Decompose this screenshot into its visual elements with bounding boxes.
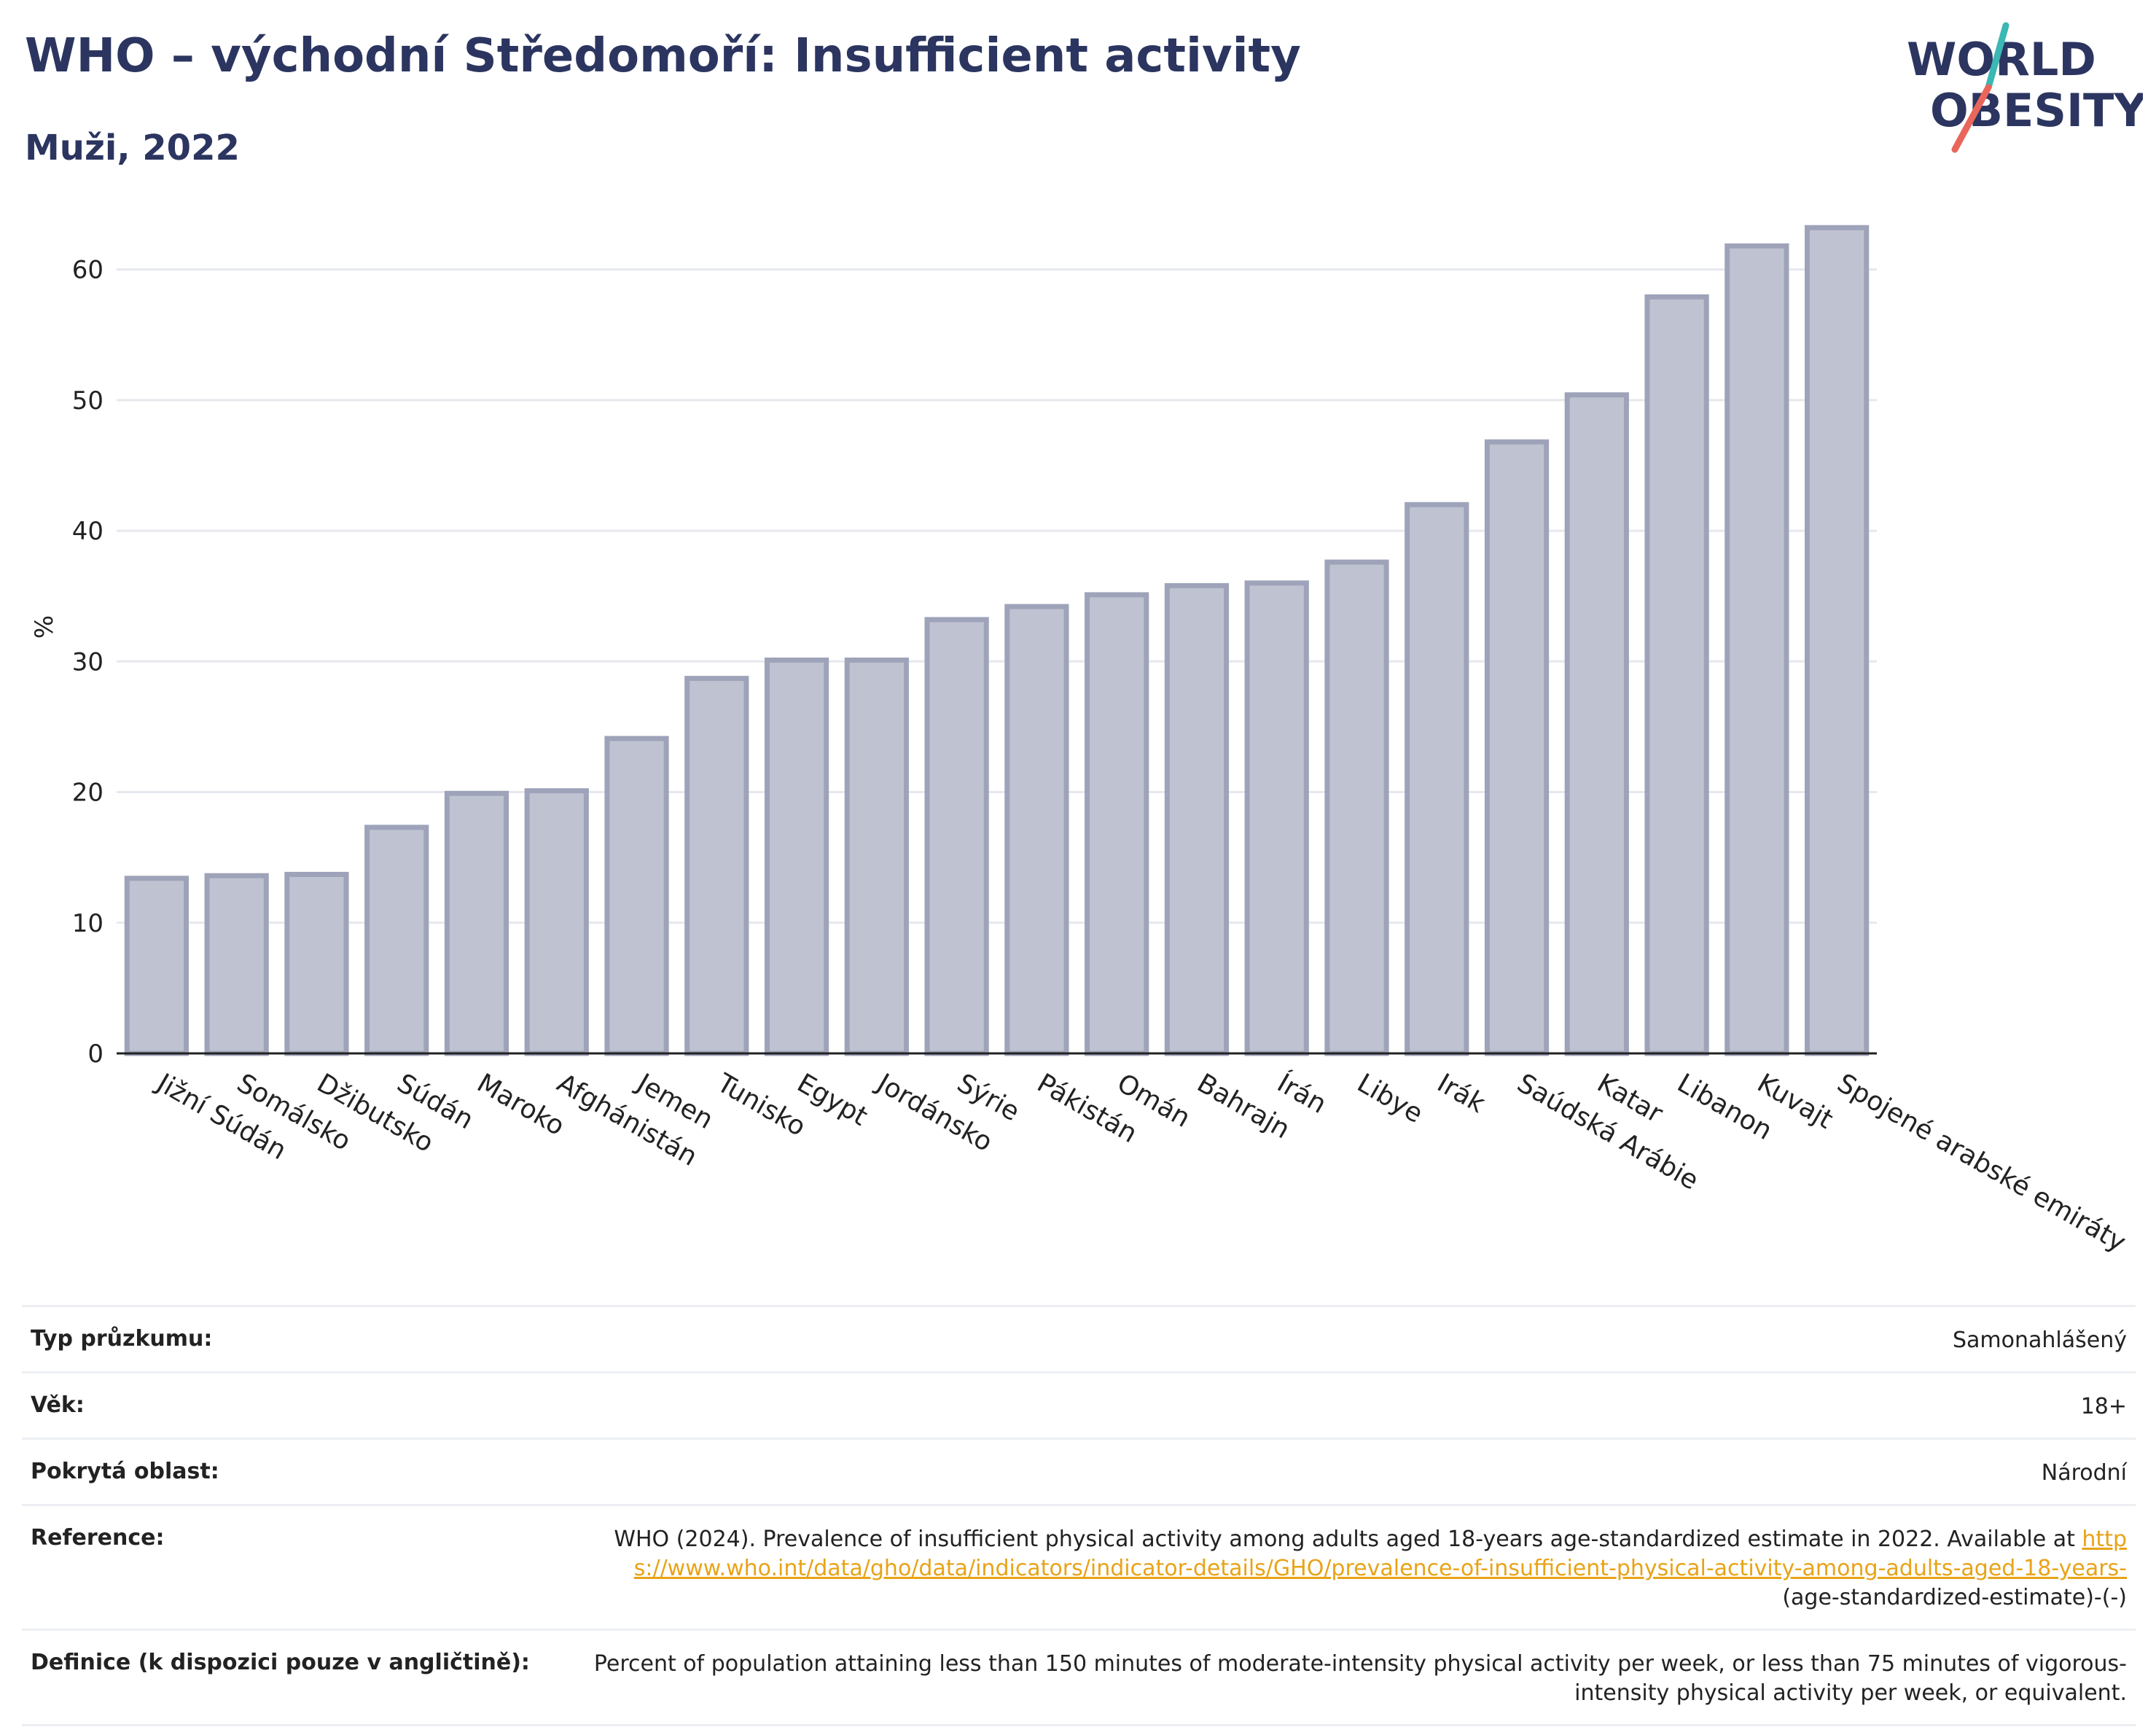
age-value: 18+	[2080, 1394, 2127, 1419]
reference-label: Reference:	[31, 1525, 165, 1551]
info-row-age: Věk: 18+	[22, 1371, 2136, 1438]
y-tick-label: 60	[72, 256, 103, 285]
info-row-survey-type: Typ průzkumu: Samonahlášený	[22, 1305, 2136, 1371]
bar	[284, 871, 349, 1056]
bar	[844, 658, 909, 1056]
info-table: Typ průzkumu: Samonahlášený Věk: 18+ Pok…	[22, 1305, 2136, 1726]
y-tick-label: 50	[72, 386, 103, 416]
reference-suffix: (age-standardized-estimate)-(-)	[1782, 1585, 2127, 1610]
bar	[1085, 592, 1149, 1056]
x-tick-label: Libye	[1352, 1068, 1428, 1129]
bar	[204, 873, 269, 1056]
reference-link[interactable]: https://www.who.int/data/gho/data/indica…	[633, 1527, 2127, 1581]
bar	[1804, 225, 1870, 1056]
bar	[364, 824, 429, 1056]
coverage-label: Pokrytá oblast:	[31, 1459, 219, 1484]
x-tick-label: Tunisko	[711, 1068, 811, 1142]
bar	[1244, 580, 1309, 1056]
y-tick-label: 10	[72, 909, 103, 938]
bar	[1484, 439, 1550, 1056]
bar	[1324, 559, 1389, 1056]
definition-value: Percent of population attaining less tha…	[593, 1651, 2127, 1706]
survey-type-label: Typ průzkumu:	[31, 1326, 213, 1352]
bar	[124, 876, 190, 1056]
bar	[1564, 392, 1629, 1056]
x-tick-label: Bahrajn	[1192, 1068, 1294, 1145]
bar	[764, 658, 829, 1056]
y-tick-label: 30	[72, 647, 103, 677]
x-tick-label: Spojené arabské emiráty	[1832, 1068, 2131, 1258]
y-axis-label: %	[30, 615, 59, 639]
info-row-coverage: Pokrytá oblast: Národní	[22, 1438, 2136, 1504]
bar	[924, 617, 989, 1056]
definition-label: Definice (k dispozici pouze v angličtině…	[31, 1650, 530, 1675]
age-label: Věk:	[31, 1392, 85, 1418]
bar	[444, 790, 509, 1056]
bars-layer	[124, 225, 1870, 1056]
bar	[684, 676, 749, 1056]
bar	[1644, 294, 1709, 1056]
info-row-definition: Definice (k dispozici pouze v angličtině…	[22, 1629, 2136, 1726]
bar	[524, 788, 589, 1056]
x-tick-label: Irák	[1432, 1068, 1491, 1119]
y-tick-label: 40	[72, 517, 103, 546]
survey-type-value: Samonahlášený	[1953, 1327, 2127, 1353]
bar	[604, 736, 669, 1056]
bar	[1725, 243, 1789, 1056]
bar	[1405, 502, 1469, 1056]
world-obesity-logo: WORLD OBESITY	[1907, 22, 2143, 153]
chart-subtitle: Muži, 2022	[25, 128, 240, 168]
logo-slash-red	[1951, 84, 1992, 153]
coverage-value: Národní	[2041, 1460, 2127, 1486]
info-row-reference: Reference: WHO (2024). Prevalence of ins…	[22, 1504, 2136, 1629]
y-tick-label: 20	[72, 779, 103, 808]
logo-slash-teal	[1985, 22, 2009, 91]
bar	[1164, 582, 1230, 1056]
bar	[1004, 604, 1069, 1056]
chart-title: WHO – východní Středomoří: Insufficient …	[25, 29, 1301, 83]
x-tick-label: Maroko	[472, 1068, 569, 1142]
reference-value: WHO (2024). Prevalence of insufficient p…	[582, 1525, 2127, 1613]
reference-text: WHO (2024). Prevalence of insufficient p…	[614, 1527, 2075, 1552]
y-tick-label: 0	[87, 1040, 103, 1069]
